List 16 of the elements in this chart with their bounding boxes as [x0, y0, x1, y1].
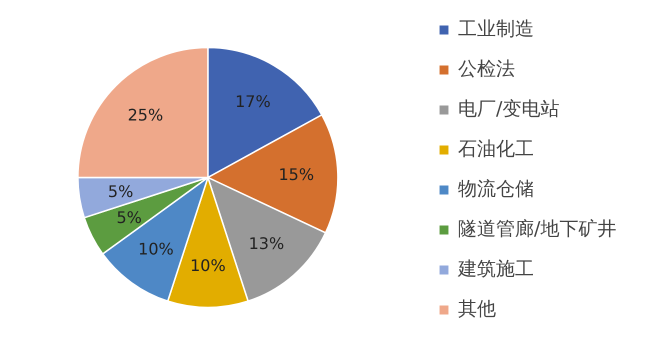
data-label: 13% — [248, 234, 284, 254]
data-label: 5% — [116, 208, 142, 228]
legend-label: 隧道管廊/地下矿井 — [458, 217, 616, 242]
data-label: 10% — [138, 239, 174, 258]
legend-label: 石油化工 — [458, 137, 534, 162]
legend-label: 物流仓储 — [458, 177, 534, 202]
data-label: 10% — [190, 256, 226, 276]
legend-label: 电厂/变电站 — [458, 97, 560, 122]
data-label: 25% — [128, 106, 164, 125]
legend-label: 公检法 — [458, 57, 515, 82]
data-label: 5% — [108, 182, 134, 201]
data-label: 17% — [235, 92, 271, 112]
legend-label: 其他 — [458, 297, 496, 322]
legend-label: 工业制造 — [458, 17, 534, 42]
legend-label: 建筑施工 — [458, 257, 534, 282]
data-label: 15% — [278, 165, 314, 184]
